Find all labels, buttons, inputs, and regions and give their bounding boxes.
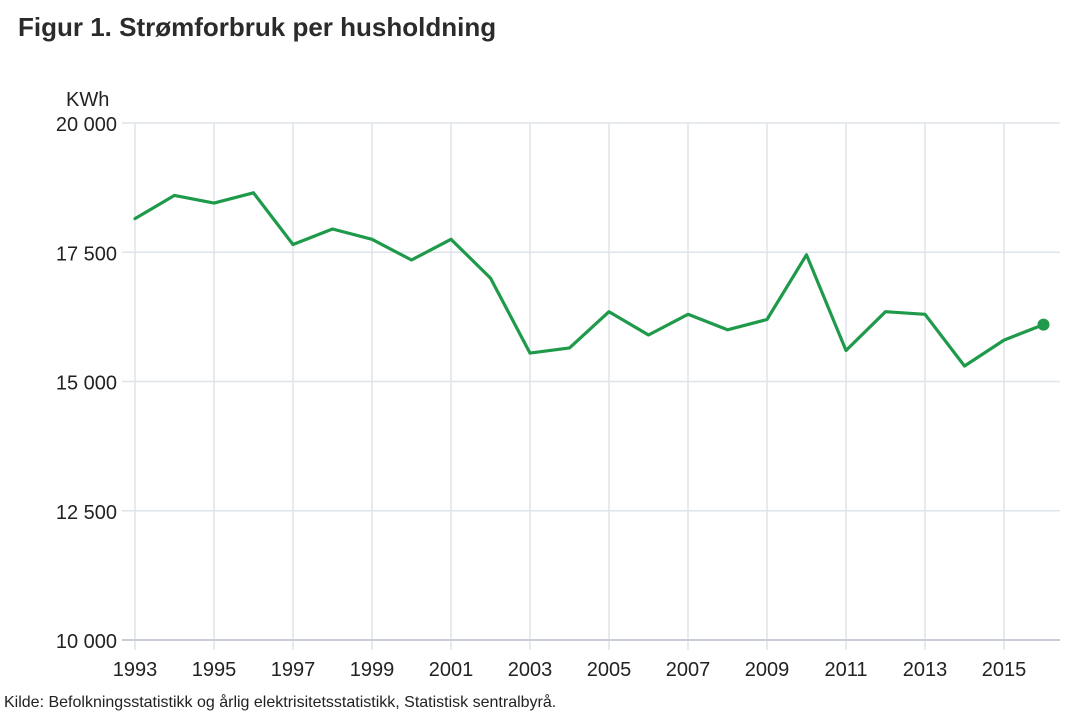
x-tick-label: 2009: [745, 659, 790, 681]
grid-lines: [122, 122, 1060, 650]
x-tick-label: 1993: [113, 659, 158, 681]
x-tick-label: 2001: [429, 659, 474, 681]
last-point-marker: [1037, 318, 1050, 331]
x-tick-label: 1997: [271, 659, 316, 681]
x-tick-label: 1995: [192, 659, 237, 681]
y-tick-label: 17 500: [56, 243, 117, 265]
series-layer: [133, 191, 1050, 368]
x-tick-label: 2011: [824, 659, 867, 681]
x-tick-label: 2013: [903, 659, 948, 681]
x-tick-label: 1999: [350, 659, 395, 681]
y-tick-label: 15 000: [56, 373, 117, 395]
y-tick-label: 12 500: [56, 502, 117, 524]
x-tick-label: 2005: [587, 659, 632, 681]
y-tick-label: 10 000: [56, 631, 117, 653]
x-tick-label: 2003: [508, 659, 553, 681]
x-tick-label: 2007: [666, 659, 711, 681]
y-tick-label: 20 000: [56, 114, 117, 136]
y-tick-labels: 10 000 12 500 15 000 17 500 20 000: [56, 114, 117, 653]
x-tick-label: 2015: [982, 659, 1027, 681]
y-axis-label: KWh: [66, 89, 109, 111]
chart-title: Figur 1. Strømforbruk per husholdning: [18, 12, 497, 42]
series-line: [133, 191, 1046, 368]
source-note: Kilde: Befolkningsstatistikk og årlig el…: [4, 694, 557, 711]
x-tick-labels: 1993 1995 1997 1999 2001 2003 2005 2007 2009 2011…: [113, 659, 1027, 681]
